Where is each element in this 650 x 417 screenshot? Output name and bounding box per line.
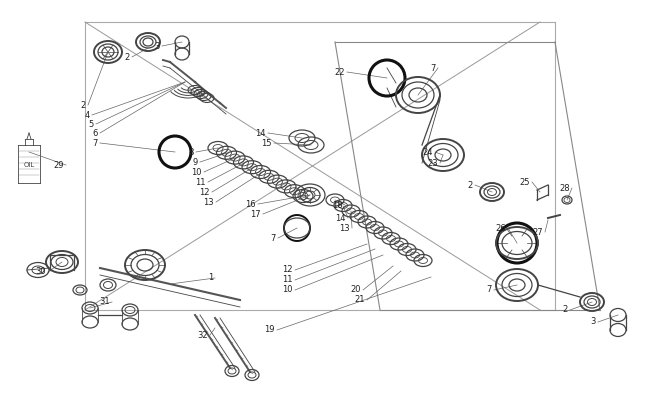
Text: 2: 2 [563, 306, 568, 314]
Text: 2: 2 [468, 181, 473, 189]
Text: 7: 7 [430, 63, 436, 73]
Text: 29: 29 [53, 161, 64, 169]
Text: 10: 10 [283, 286, 293, 294]
Text: 16: 16 [246, 199, 256, 208]
Text: 11: 11 [196, 178, 206, 186]
Text: 7: 7 [487, 286, 492, 294]
Text: 14: 14 [255, 128, 266, 138]
Text: 6: 6 [92, 128, 98, 138]
Text: 8: 8 [188, 148, 194, 156]
Text: 3: 3 [591, 317, 596, 327]
Text: 3: 3 [155, 42, 160, 50]
Text: 9: 9 [193, 158, 198, 166]
Text: 15: 15 [261, 138, 272, 148]
Text: 2: 2 [81, 100, 86, 110]
Text: 25: 25 [519, 178, 530, 186]
Text: OIL: OIL [23, 162, 34, 168]
Text: 20: 20 [350, 286, 361, 294]
Text: 10: 10 [192, 168, 202, 176]
Text: 11: 11 [283, 276, 293, 284]
Text: 13: 13 [339, 224, 350, 233]
Text: 23: 23 [428, 158, 438, 168]
Text: 21: 21 [354, 296, 365, 304]
Text: 2: 2 [125, 53, 130, 61]
Text: 28: 28 [560, 183, 570, 193]
Text: 4: 4 [84, 111, 90, 120]
Text: 7: 7 [270, 234, 276, 243]
Text: 13: 13 [203, 198, 214, 206]
Text: 5: 5 [89, 120, 94, 128]
Text: 24: 24 [422, 148, 433, 156]
Text: 17: 17 [250, 209, 261, 219]
Text: 26: 26 [495, 224, 506, 233]
Text: 14: 14 [335, 214, 346, 223]
Text: 27: 27 [532, 228, 543, 236]
Text: 31: 31 [99, 297, 110, 306]
Text: 19: 19 [265, 326, 275, 334]
Text: 7: 7 [92, 138, 98, 148]
Text: 12: 12 [283, 266, 293, 274]
Text: 30: 30 [35, 267, 46, 276]
Text: 32: 32 [198, 331, 208, 339]
Text: 1: 1 [208, 274, 213, 282]
Text: 18: 18 [332, 201, 343, 209]
Text: 12: 12 [200, 188, 210, 196]
Text: 22: 22 [335, 68, 345, 76]
